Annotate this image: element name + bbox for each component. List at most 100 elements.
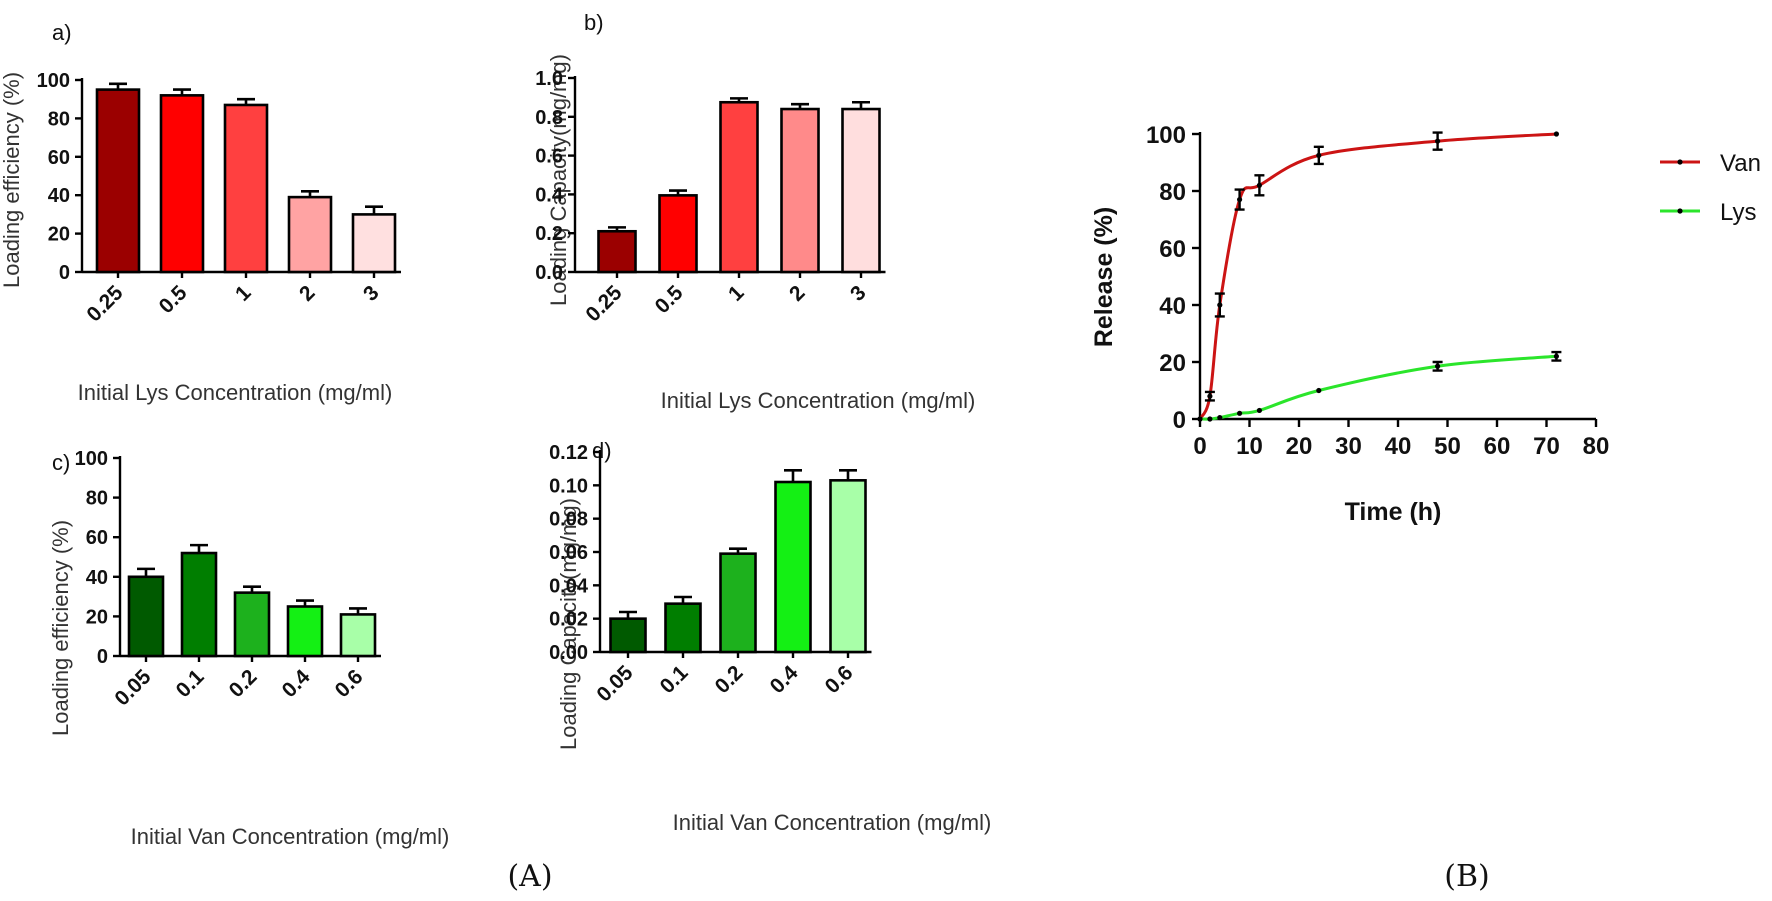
panel-a-y-tick-label: 80	[48, 108, 70, 130]
panel-b-error-bar	[791, 102, 809, 110]
panel-d-bar	[609, 617, 647, 654]
panel-c-y-tick-label: 40	[86, 567, 108, 589]
release-y-tick-label: 100	[1146, 122, 1186, 149]
panel-c-x-tick-label: 0.6	[331, 665, 368, 702]
panel-c-y-tick-label: 100	[75, 448, 108, 470]
panel-d-x-tick-label: 0.6	[821, 661, 858, 698]
panel-b-bar	[597, 229, 637, 274]
panel-b-x-axis-title: Initial Lys Concentration (mg/ml)	[661, 388, 976, 413]
panel-a-error-bar	[301, 190, 319, 198]
panel-a-error-bar	[173, 88, 191, 96]
release-series-lys-point	[1207, 416, 1213, 422]
release-y-tick-label: 20	[1159, 350, 1186, 377]
panel-d-x-tick-label: 0.4	[766, 661, 803, 698]
panel-a-label: a)	[52, 20, 72, 45]
release-series-lys-point	[1217, 414, 1223, 421]
release-y-tick-label: 80	[1159, 179, 1186, 206]
panel-c-x-tick-label: 0.2	[225, 665, 262, 702]
panel-d-bar	[774, 480, 812, 654]
panel-b-error-bar	[852, 100, 870, 110]
panel-c-y-tick-label: 80	[86, 488, 108, 510]
panel-b-x-tick-label: 2	[785, 281, 810, 306]
panel-c-x-tick-label: 0.4	[278, 665, 315, 702]
panel-b-y-tick-label: 0.6	[535, 146, 563, 168]
release-series-van-error-bar	[1214, 292, 1225, 318]
release-series-lys-legend-marker	[1677, 208, 1683, 214]
panel-a-error-bar	[237, 97, 255, 105]
panel-a-bar	[223, 103, 269, 274]
release-x-tick-label: 10	[1236, 433, 1263, 460]
release-series-van-legend-label: Van	[1720, 150, 1761, 177]
panel-a-bar	[351, 213, 397, 274]
panel-d-error-bar	[674, 595, 692, 604]
panel-a-error-bar	[109, 82, 127, 90]
panel-d-y-tick-label: 0.04	[549, 575, 589, 597]
release-series-lys-line	[1199, 354, 1557, 421]
panel-b-y-tick-label: 0.8	[535, 107, 563, 129]
panel-d-y-tick-label: 0.10	[549, 475, 588, 497]
release-x-tick-label: 70	[1533, 433, 1560, 460]
release-y-axis-title: Release (%)	[1090, 207, 1118, 347]
panel-c-bar	[127, 575, 165, 658]
panel-d-y-tick-label: 0.12	[549, 442, 588, 464]
panel-c-x-tick-label: 0.1	[172, 665, 209, 702]
panel-c-y-tick-label: 0	[97, 646, 108, 668]
panel-d-x-axis-title: Initial Van Concentration (mg/ml)	[673, 810, 992, 835]
panel-d-error-bar	[729, 547, 747, 554]
release-series-lys-error-bar	[1551, 350, 1562, 362]
release-series-van-error-bar	[1234, 188, 1245, 211]
panel-d-bar	[829, 479, 867, 654]
panel-b-y-tick-label: 0.4	[535, 184, 564, 206]
panel-d-label: d)	[592, 438, 612, 463]
panel-b-y-tick-label: 1.0	[535, 68, 563, 90]
release-series-lys-legend-label: Lys	[1720, 199, 1756, 226]
panel-d-y-tick-label: 0.00	[549, 642, 588, 664]
panel-d-error-bar	[619, 610, 637, 619]
panel-c-bar	[180, 551, 218, 658]
panel-c-bar	[339, 613, 377, 658]
release-x-axis-title: Time (h)	[1345, 498, 1442, 526]
panel-b-y-axis-title: Loading Capacity(mg/mg)	[546, 54, 571, 306]
release-chart: Time (h) Release (%) 0 20 40 60 80 100 0 10 20 30…	[1090, 122, 1761, 526]
panel-c-x-tick-label: 0.05	[110, 665, 155, 710]
panel-d: d) Initial Van Concentration (mg/ml) Loa…	[549, 438, 991, 835]
panel-b: b) Initial Lys Concentration (mg/ml) Loa…	[535, 10, 975, 413]
panel-a-x-tick-label: 2	[295, 281, 320, 306]
panel-c-error-bar	[243, 585, 261, 593]
panel-b-error-bar	[608, 226, 626, 232]
panel-d-x-tick-label: 0.1	[656, 661, 693, 698]
panel-c-error-bar	[190, 543, 208, 554]
release-x-tick-label: 50	[1434, 433, 1461, 460]
release-y-tick-label: 0	[1173, 407, 1186, 434]
caption-b: (B)	[1444, 859, 1489, 894]
panel-a-y-tick-label: 100	[37, 70, 70, 92]
panel-c-error-bar	[296, 599, 314, 607]
panel-b-bar	[841, 107, 881, 274]
release-series-lys-point	[1256, 407, 1262, 414]
release-series-lys-error-bar	[1432, 360, 1443, 372]
panel-b-error-bar	[669, 189, 687, 196]
panel-a-bar	[159, 94, 205, 274]
release-series-lys-point	[1237, 410, 1243, 416]
panel-b-x-tick-label: 3	[846, 281, 871, 306]
panel-c: c) Initial Van Concentration (mg/ml) Loa…	[48, 448, 449, 849]
release-x-tick-label: 40	[1385, 433, 1412, 460]
panel-a-y-tick-label: 60	[48, 147, 70, 169]
panel-a-x-axis-title: Initial Lys Concentration (mg/ml)	[78, 380, 393, 405]
release-y-tick-label: 40	[1159, 293, 1186, 320]
panel-a-y-tick-label: 20	[48, 224, 70, 246]
panel-b-x-tick-label: 0.25	[581, 281, 626, 326]
panel-a-x-tick-label: 0.25	[82, 281, 127, 326]
release-series-van-error-bar	[1432, 131, 1443, 151]
panel-d-bar	[664, 602, 702, 654]
panel-b-y-tick-label: 0.2	[535, 223, 563, 245]
release-series-van-legend-marker	[1677, 159, 1683, 165]
panel-a-x-tick-label: 0.5	[155, 281, 192, 318]
panel-d-error-bar	[839, 469, 857, 481]
release-x-tick-label: 20	[1286, 433, 1313, 460]
release-x-tick-label: 60	[1484, 433, 1511, 460]
panel-c-error-bar	[349, 607, 367, 615]
panel-c-label: c)	[52, 450, 70, 475]
panel-d-y-tick-label: 0.06	[549, 542, 588, 564]
panel-c-x-axis-title: Initial Van Concentration (mg/ml)	[131, 824, 450, 849]
